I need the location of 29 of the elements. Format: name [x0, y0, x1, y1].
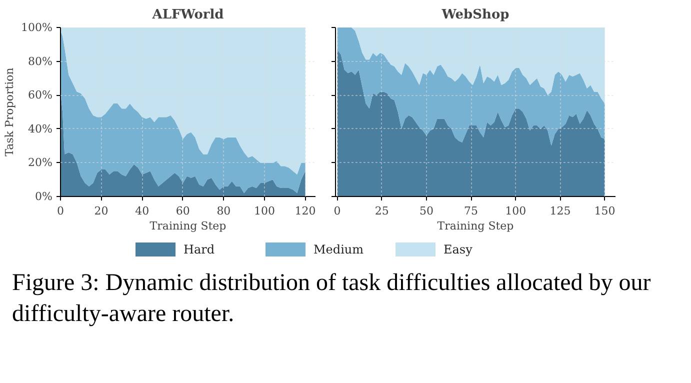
chart-title: ALFWorld	[151, 8, 224, 22]
y-tick-label: 100%	[21, 21, 53, 34]
x-tick-label: 100	[505, 204, 526, 218]
legend-label: Medium	[314, 242, 364, 256]
x-tick-label: 60	[176, 204, 190, 218]
chart-title: WebShop	[440, 8, 510, 22]
x-tick-label: 50	[419, 204, 434, 218]
y-tick-label: 80%	[28, 54, 53, 68]
caption: Figure 3: Dynamic distribution of task difficulties allocated by our difficulty-aware router.	[12, 269, 652, 330]
x-tick-label: 0	[334, 204, 341, 218]
legend-label: Hard	[184, 242, 215, 256]
y-axis-title: Task Proportion	[3, 68, 16, 156]
x-tick-label: 20	[94, 204, 108, 218]
x-axis-title: Training Step	[437, 220, 514, 232]
y-tick-label: 0%	[35, 190, 52, 203]
x-tick-label: 25	[374, 204, 389, 218]
x-tick-label: 40	[135, 204, 150, 218]
y-tick-label: 40%	[28, 122, 53, 136]
x-tick-label: 100	[254, 204, 275, 218]
x-tick-label: 125	[550, 204, 571, 218]
legend-label: Easy	[444, 242, 473, 256]
y-tick-label: 20%	[28, 156, 53, 170]
x-tick-label: 0	[57, 204, 64, 218]
x-tick-label: 150	[594, 204, 616, 218]
x-tick-label: 75	[464, 204, 478, 218]
x-tick-label: 80	[216, 204, 231, 218]
x-tick-label: 120	[294, 204, 316, 218]
x-axis-title: Training Step	[150, 220, 226, 232]
y-tick-label: 60%	[28, 88, 53, 102]
